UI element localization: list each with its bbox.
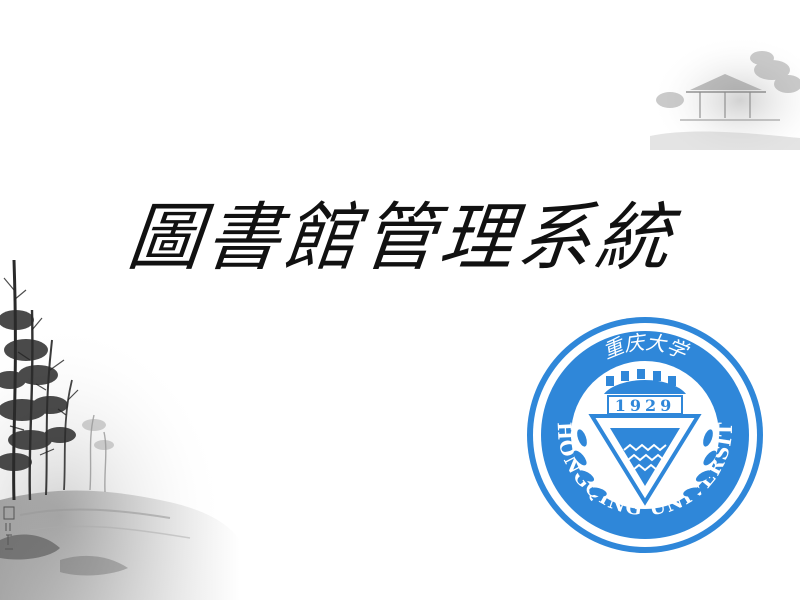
ink-landscape-topright — [650, 40, 800, 150]
page-title: 圖書館管理系統 — [123, 195, 679, 281]
university-seal: 重庆大学 CHONGQING UNIVERSITY 1929 — [520, 310, 770, 560]
laurel-icon — [573, 429, 717, 497]
gear-icon — [604, 369, 686, 394]
seal-graphic: 重庆大学 CHONGQING UNIVERSITY 1929 — [520, 310, 763, 553]
ink-landscape-left — [0, 259, 240, 600]
artist-seal-stamp — [3, 506, 15, 550]
seal-year: 1929 — [615, 396, 676, 415]
